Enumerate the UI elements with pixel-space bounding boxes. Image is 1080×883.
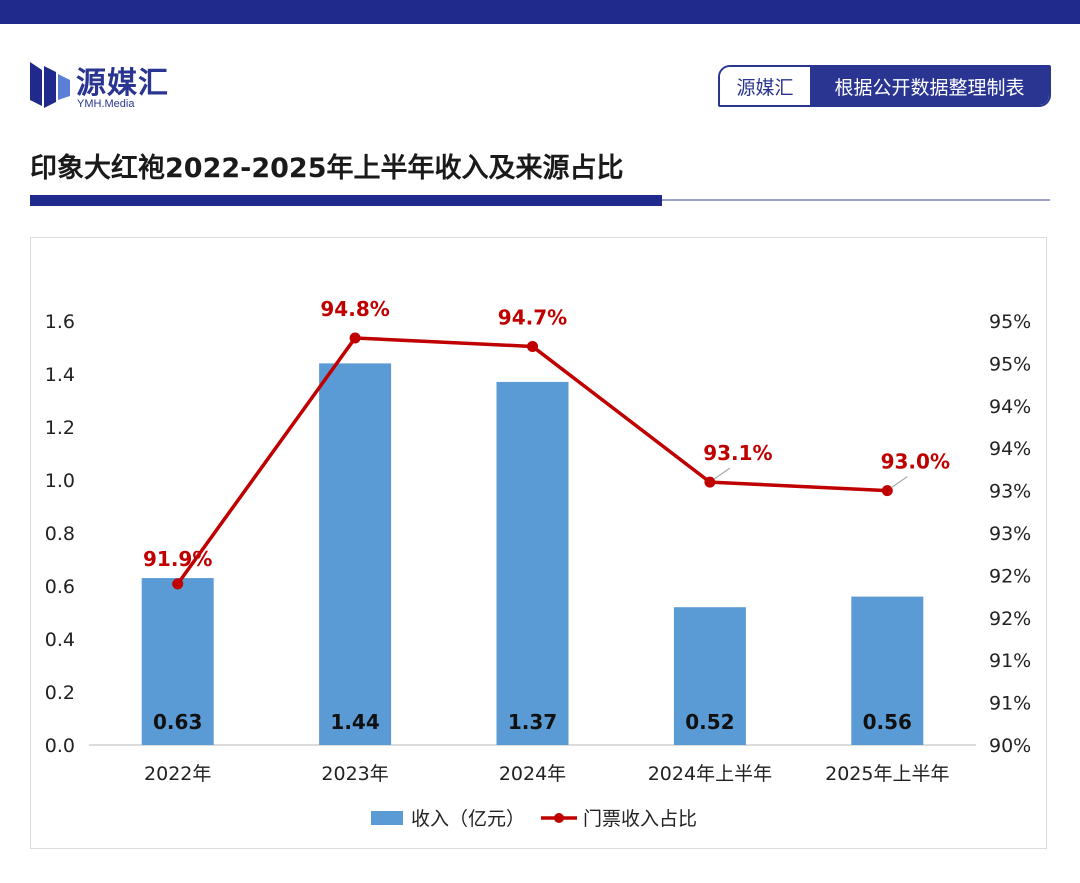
y-axis-tick-label: 0.0	[45, 735, 75, 757]
bar-data-label: 0.63	[153, 710, 202, 734]
y-axis-tick-label: 1.0	[45, 470, 75, 492]
brand-logo-icon	[30, 62, 70, 108]
chart-frame: 0.0 0.2 0.4 0.6 0.8 1.0 1.2 1.4 1.6 90% 91% 91% 92% 9…	[30, 237, 1047, 849]
label-leader-line	[890, 476, 908, 489]
y-axis-tick-label: 0.8	[45, 523, 75, 545]
source-badge-brand: 源媒汇	[720, 67, 810, 105]
x-axis-tick-label: 2025年上半年	[825, 763, 949, 785]
line-point	[349, 332, 361, 344]
y2-axis-tick-label: 91%	[989, 650, 1031, 672]
x-axis-tick-label: 2022年	[144, 763, 211, 785]
y2-axis-tick-label: 95%	[989, 353, 1031, 375]
bar	[319, 363, 392, 745]
line-data-label: 94.8%	[320, 297, 389, 321]
source-badge-note: 根据公开数据整理制表	[810, 67, 1049, 105]
x-axis-tick-label: 2024年上半年	[648, 763, 772, 785]
legend-label: 门票收入占比	[583, 808, 697, 830]
y-axis-tick-label: 1.4	[45, 364, 75, 386]
y2-axis-tick-label: 94%	[989, 438, 1031, 460]
y-axis-tick-label: 1.6	[45, 311, 75, 333]
bar-data-label: 1.44	[330, 710, 379, 734]
line-point	[527, 340, 538, 352]
x-axis-tick-label: 2024年	[499, 763, 566, 785]
brand-logo: 源媒汇 YMH.Media	[30, 60, 180, 116]
bar	[673, 607, 746, 745]
line-point	[704, 476, 716, 488]
y2-axis-tick-label: 93%	[989, 523, 1031, 545]
y2-axis-tick-label: 90%	[989, 735, 1031, 757]
y-axis-tick-label: 0.6	[45, 576, 75, 598]
bar-data-label: 0.56	[863, 710, 912, 734]
legend-swatch-marker	[554, 813, 564, 823]
page-title: 印象大红袍2022-2025年上半年收入及来源占比	[30, 153, 624, 184]
line-point	[881, 485, 893, 497]
y-axis-tick-label: 1.2	[45, 417, 75, 439]
bar	[141, 578, 214, 745]
line-data-label: 93.1%	[703, 441, 772, 465]
y2-axis-tick-label: 92%	[989, 565, 1031, 587]
bar-data-label: 1.37	[508, 710, 557, 734]
line-data-label: 91.9%	[143, 547, 212, 571]
line-point	[172, 578, 184, 590]
title-underline-thin	[662, 199, 1050, 201]
x-axis-tick-label: 2023年	[321, 763, 388, 785]
bar-data-label: 0.52	[685, 710, 734, 734]
legend-swatch-bar	[371, 811, 403, 825]
y2-axis-tick-label: 95%	[989, 311, 1031, 333]
legend-label: 收入（亿元）	[411, 808, 525, 830]
line-data-label: 93.0%	[881, 450, 950, 474]
line-data-label: 94.7%	[498, 305, 567, 329]
brand-name: 源媒汇	[76, 66, 169, 101]
bar	[851, 596, 924, 745]
y2-axis-tick-label: 94%	[989, 396, 1031, 418]
source-badge: 源媒汇 根据公开数据整理制表	[718, 65, 1051, 107]
label-leader-line	[713, 467, 731, 480]
y2-axis-tick-label: 91%	[989, 693, 1031, 715]
y-axis-tick-label: 0.4	[45, 629, 75, 651]
y-axis-tick-label: 0.2	[45, 682, 75, 704]
title-underline	[30, 195, 662, 206]
y2-axis-tick-label: 93%	[989, 481, 1031, 503]
top-bar	[0, 0, 1080, 24]
brand-subtitle: YMH.Media	[77, 98, 135, 110]
y2-axis-tick-label: 92%	[989, 608, 1031, 630]
bar	[496, 381, 569, 745]
chart: 0.0 0.2 0.4 0.6 0.8 1.0 1.2 1.4 1.6 90% 91% 91% 92% 9…	[45, 297, 1031, 830]
